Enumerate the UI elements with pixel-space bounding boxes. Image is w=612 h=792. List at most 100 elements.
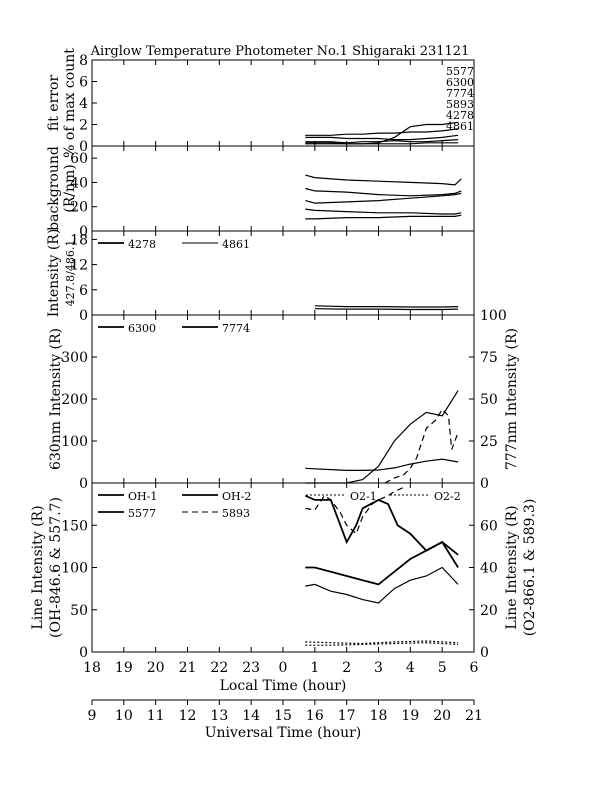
y-tick-label: 200 [61, 392, 88, 408]
y-axis-label: (OH-846.6 & 557.7) [48, 497, 64, 638]
legend-label-7774: 7774 [222, 322, 250, 335]
series-line-background-0 [305, 174, 462, 186]
series-line-background-1 [305, 187, 462, 197]
y-tick-label: 8 [79, 53, 88, 69]
y-tick-label: 18 [70, 232, 88, 248]
series-label: 4861 [446, 120, 474, 133]
x-tick-label-local: 22 [210, 660, 228, 676]
x-tick-label-local: 3 [374, 660, 383, 676]
y-right-tick-label: 25 [480, 434, 498, 450]
x-tick-label-ut: 9 [88, 708, 97, 724]
series-label: 5577 [446, 65, 474, 78]
x-tick-label-ut: 21 [465, 708, 483, 724]
legend-label-5577: 5577 [128, 507, 156, 520]
y-tick-label: 50 [70, 603, 88, 619]
y-tick-label: 60 [70, 151, 88, 167]
y-tick-label: 6 [79, 75, 88, 91]
y-right-axis-label: Line Intensity (R) [504, 505, 520, 629]
series-label: 6300 [446, 76, 474, 89]
y-tick-label: 300 [61, 350, 88, 366]
y-right-tick-label: 50 [480, 392, 498, 408]
y-right-tick-label: 0 [480, 645, 489, 661]
y-tick-label: 20 [70, 200, 88, 216]
x-tick-label-ut: 11 [147, 708, 165, 724]
series-line-fit-error-2 [305, 134, 459, 141]
series-label: 4278 [446, 109, 474, 122]
legend-label-6300: 6300 [128, 322, 156, 335]
x-tick-label-ut: 15 [274, 708, 292, 724]
series-line-4278 [314, 305, 459, 308]
y-axis-label: background [46, 146, 62, 231]
series-line-5577 [304, 494, 459, 568]
y-right-tick-label: 100 [480, 308, 507, 324]
x-tick-label-ut: 18 [370, 708, 388, 724]
series-line-dashed [384, 408, 459, 484]
legend-label-4278: 4278 [128, 238, 156, 251]
x-axis-label-ut: Universal Time (hour) [205, 725, 362, 741]
legend-label-o22: O2-2 [434, 490, 461, 503]
y-tick-label: 0 [79, 139, 88, 155]
x-tick-label-local: 4 [406, 660, 415, 676]
y-axis-label: Intensity (R) [46, 229, 62, 318]
x-tick-label-local: 1 [310, 660, 319, 676]
x-tick-label-ut: 10 [115, 708, 133, 724]
y-axis-label: fit error [46, 75, 62, 132]
series-label: 5893 [446, 98, 474, 111]
y-tick-label: 0 [79, 224, 88, 240]
y-tick-label: 12 [70, 258, 88, 274]
x-axis-label-local: Local Time (hour) [220, 678, 347, 694]
y-tick-label: 100 [61, 561, 88, 577]
y-axis-label: 630nm Intensity (R) [48, 328, 64, 470]
series-line-4861 [314, 308, 459, 311]
legend-label-4861: 4861 [222, 238, 250, 251]
x-tick-label-local: 6 [470, 660, 479, 676]
y-right-tick-label: 20 [480, 603, 498, 619]
x-tick-label-ut: 17 [338, 708, 356, 724]
x-tick-label-local: 21 [179, 660, 197, 676]
x-tick-label-local: 0 [279, 660, 288, 676]
x-tick-label-local: 23 [242, 660, 260, 676]
y-tick-label: 6 [79, 283, 88, 299]
legend-label-oh1: OH-1 [128, 490, 157, 503]
y-tick-label: 0 [79, 308, 88, 324]
y-right-tick-label: 75 [480, 350, 498, 366]
series-line-fit-error-4 [305, 142, 459, 145]
y-tick-label: 40 [70, 175, 88, 191]
panel-frame-background [91, 145, 475, 232]
y-tick-label: 0 [79, 645, 88, 661]
y-tick-label: 4 [79, 96, 88, 112]
series-line-O2-2 [305, 642, 459, 646]
series-line-6300 [305, 458, 459, 471]
x-tick-label-ut: 12 [179, 708, 197, 724]
series-line-O2-1 [305, 640, 459, 645]
y-right-axis-label: (O2-866.1 & 589.3) [522, 499, 538, 637]
y-axis-label: % of max count [62, 48, 78, 158]
y-right-tick-label: 60 [480, 518, 498, 534]
x-tick-label-local: 18 [83, 660, 101, 676]
legend-label-o21: O2-1 [350, 490, 377, 503]
y-tick-label: 0 [79, 476, 88, 492]
x-tick-label-ut: 13 [210, 708, 228, 724]
x-tick-label-ut: 19 [401, 708, 419, 724]
panel-frame-fit-error [91, 59, 475, 147]
x-tick-label-local: 5 [438, 660, 447, 676]
series-line-background-3 [305, 208, 462, 215]
y-axis-label: (R/nm) [62, 164, 78, 212]
y-tick-label: 2 [79, 118, 88, 134]
legend-label-5893: 5893 [222, 507, 250, 520]
y-axis-label: Line Intensity (R) [30, 505, 46, 629]
x-tick-label-ut: 16 [306, 708, 324, 724]
y-tick-label: 100 [61, 434, 88, 450]
y-tick-label: 150 [61, 518, 88, 534]
x-tick-label-local: 2 [342, 660, 351, 676]
x-tick-label-local: 20 [147, 660, 165, 676]
x-tick-label-ut: 20 [433, 708, 451, 724]
series-line-OH-1 [305, 541, 459, 586]
x-tick-label-ut: 14 [242, 708, 260, 724]
legend-label-oh2: OH-2 [222, 490, 251, 503]
series-line-background-4 [305, 214, 462, 220]
y-right-tick-label: 0 [480, 476, 489, 492]
series-label: 7774 [446, 87, 474, 100]
x-tick-label-local: 19 [115, 660, 133, 676]
